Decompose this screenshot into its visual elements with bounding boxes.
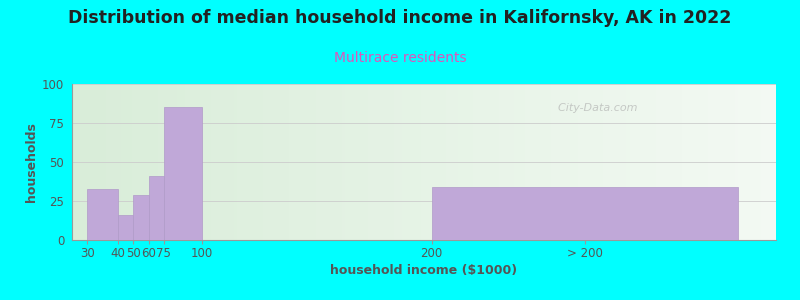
X-axis label: household income ($1000): household income ($1000) — [330, 264, 518, 277]
Y-axis label: households: households — [25, 122, 38, 202]
Bar — [118, 215, 134, 240]
Bar — [164, 107, 202, 240]
Bar — [87, 188, 118, 240]
Bar — [134, 195, 149, 240]
Text: Distribution of median household income in Kalifornsky, AK in 2022: Distribution of median household income … — [68, 9, 732, 27]
Bar — [149, 176, 164, 240]
Text: Multirace residents: Multirace residents — [334, 51, 466, 65]
Bar — [432, 187, 738, 240]
Text: City-Data.com: City-Data.com — [550, 103, 638, 113]
